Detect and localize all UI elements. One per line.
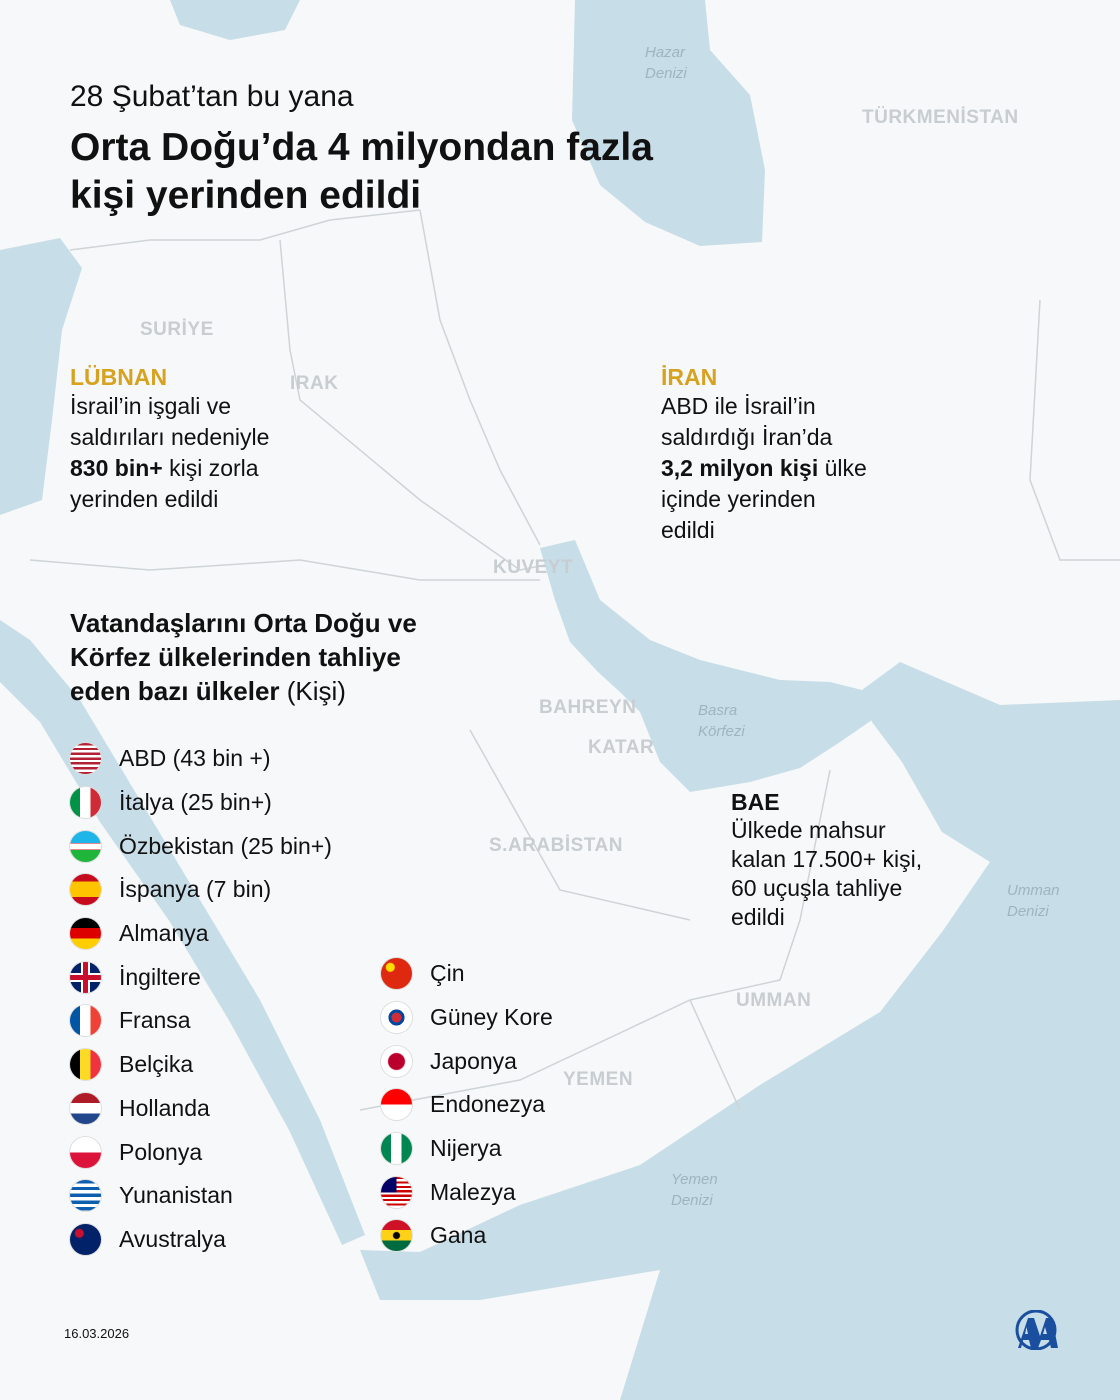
- country-name: ABD (43 bin +): [119, 745, 271, 772]
- country-label-iraq: IRAK: [290, 373, 339, 394]
- usa-flag-icon: [70, 743, 101, 775]
- date: 16.03.2026: [64, 1326, 130, 1341]
- arabian-sea: [360, 662, 1120, 1400]
- country-name: Avustralya: [119, 1225, 226, 1252]
- list-item-greece: Yunanistan: [70, 1174, 332, 1218]
- list-item-australia: Avustralya: [70, 1218, 332, 1262]
- list-item-poland: Polonya: [70, 1130, 332, 1174]
- sea-label-caspian: Hazar Denizi: [645, 44, 687, 82]
- spain-flag-icon: [70, 874, 101, 906]
- malaysia-flag-icon: [381, 1176, 412, 1208]
- netherlands-flag-icon: [70, 1092, 101, 1124]
- callout-uae: BAE Ülkede mahsur kalan 17.500+ kişi, 60…: [731, 789, 923, 930]
- list-item-japan: Japonya: [381, 1039, 553, 1083]
- country-label-saudi-arabia: S.ARABİSTAN: [489, 835, 623, 856]
- list-item-germany: Almanya: [70, 912, 332, 956]
- nigeria-flag-icon: [381, 1133, 412, 1165]
- country-name: Çin: [430, 960, 465, 987]
- country-label-bahrain: BAHREYN: [539, 697, 637, 718]
- title-line-1: Orta Doğu’da 4 milyondan fazla: [70, 126, 653, 169]
- persian-gulf: [540, 540, 872, 792]
- germany-flag-icon: [70, 918, 101, 950]
- list-item-ghana: Gana: [381, 1214, 553, 1258]
- list-item-south-korea: Güney Kore: [381, 996, 553, 1040]
- country-name: Polonya: [119, 1138, 203, 1165]
- australia-flag-icon: [70, 1223, 101, 1255]
- callout-heading: LÜBNAN: [70, 364, 168, 390]
- country-label-turkmenistan: TÜRKMENİSTAN: [862, 107, 1019, 128]
- callout-heading: BAE: [731, 789, 780, 815]
- japan-flag-icon: [381, 1045, 412, 1077]
- country-name: Japonya: [430, 1047, 517, 1074]
- mediterranean-sea: [0, 238, 82, 515]
- china-flag-icon: [381, 958, 412, 990]
- list-item-uzbekistan: Özbekistan (25 bin+): [70, 824, 332, 868]
- list-item-indonesia: Endonezya: [381, 1083, 553, 1127]
- callout-iran: İRAN ABD ile İsrail’in saldırdığı İran’d…: [661, 364, 867, 543]
- aa-logo: [1014, 1309, 1058, 1355]
- country-name: İspanya (7 bin): [119, 876, 272, 903]
- list-item-malaysia: Malezya: [381, 1170, 553, 1214]
- country-name: Almanya: [119, 920, 209, 947]
- country-label-qatar: KATAR: [588, 737, 655, 758]
- indonesia-flag-icon: [381, 1089, 412, 1121]
- country-name: Belçika: [119, 1051, 194, 1078]
- uzbekistan-flag-icon: [70, 830, 101, 862]
- list-item-nigeria: Nijerya: [381, 1127, 553, 1171]
- country-name: Gana: [430, 1222, 487, 1249]
- list-item-belgium: Belçika: [70, 1043, 332, 1087]
- title-line-2: kişi yerinden edildi: [70, 174, 422, 217]
- country-label-kuwait: KUVEYT: [493, 557, 574, 578]
- evacuation-title: Vatandaşlarını Orta Doğu ve Körfez ülkel…: [70, 608, 417, 706]
- country-name: Nijerya: [430, 1135, 502, 1162]
- country-name: Yunanistan: [119, 1182, 233, 1209]
- france-flag-icon: [70, 1005, 101, 1037]
- red-sea: [0, 620, 365, 1245]
- country-name: İngiltere: [119, 963, 201, 990]
- list-item-uk: İngiltere: [70, 955, 332, 999]
- country-name: Fransa: [119, 1007, 191, 1034]
- page-title: Orta Doğu’da 4 milyondan fazla kişi yeri…: [70, 124, 653, 220]
- country-name: Malezya: [430, 1178, 516, 1205]
- black-sea: [170, 0, 300, 40]
- country-name: Özbekistan (25 bin+): [119, 832, 332, 859]
- uk-flag-icon: [70, 961, 101, 993]
- subtitle: 28 Şubat’tan bu yana: [70, 80, 354, 113]
- list-item-netherlands: Hollanda: [70, 1087, 332, 1131]
- country-label-yemen: YEMEN: [563, 1069, 634, 1090]
- callout-heading: İRAN: [661, 364, 718, 390]
- poland-flag-icon: [70, 1136, 101, 1168]
- belgium-flag-icon: [70, 1049, 101, 1081]
- callout-lebanon: LÜBNAN İsrail’in işgali ve saldırıları n…: [70, 364, 270, 512]
- list-item-spain: İspanya (7 bin): [70, 868, 332, 912]
- country-name: Endonezya: [430, 1091, 546, 1118]
- country-list-left: ABD (43 bin +) İtalya (25 bin+) Özbekistan…: [70, 737, 332, 1261]
- caspian-sea: [572, 0, 765, 246]
- greece-flag-icon: [70, 1180, 101, 1212]
- country-list-right: Çin Güney Kore Japonya Endonezya Nijerya Male…: [381, 952, 553, 1258]
- sea-label-umman: Umman Denizi: [1007, 882, 1060, 920]
- country-name: İtalya (25 bin+): [119, 789, 272, 816]
- country-label-oman: UMMAN: [736, 990, 812, 1011]
- country-label-syria: SURİYE: [140, 319, 214, 340]
- country-name: Hollanda: [119, 1094, 210, 1121]
- south-korea-flag-icon: [381, 1002, 412, 1034]
- sea-label-yemen: Yemen Denizi: [671, 1171, 718, 1209]
- list-item-france: Fransa: [70, 999, 332, 1043]
- list-item-usa: ABD (43 bin +): [70, 737, 332, 781]
- list-item-italy: İtalya (25 bin+): [70, 781, 332, 825]
- sea-label-basra: Basra Körfezi: [698, 702, 745, 740]
- country-name: Güney Kore: [430, 1004, 553, 1031]
- italy-flag-icon: [70, 787, 101, 819]
- list-item-china: Çin: [381, 952, 553, 996]
- ghana-flag-icon: [381, 1220, 412, 1252]
